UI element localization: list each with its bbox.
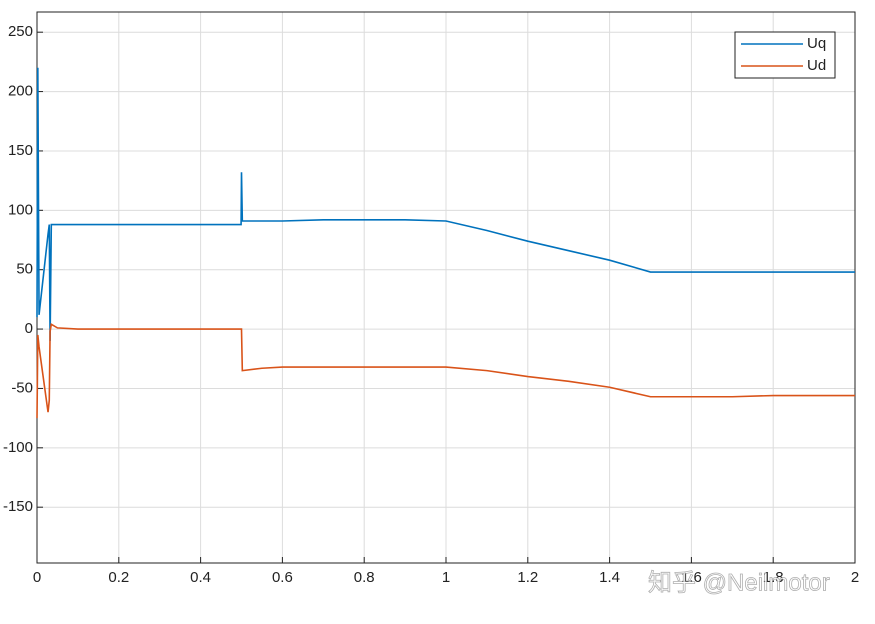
x-tick-label: 1.2 [517, 569, 538, 586]
y-tick-label: 150 [8, 142, 33, 159]
y-tick-label: -50 [11, 379, 33, 396]
legend-box [734, 31, 836, 79]
x-tick-label: 0.2 [108, 569, 129, 586]
x-tick-label: 0.6 [272, 569, 293, 586]
x-tick-label: 1.6 [681, 569, 702, 586]
y-tick-label: 100 [8, 201, 33, 218]
x-tick-label: 1.4 [599, 569, 620, 586]
y-tick-label: 0 [25, 320, 33, 337]
x-tick-label: 1 [442, 569, 450, 586]
watermark: 知乎 @Neilmotor [648, 569, 830, 596]
x-tick-label: 0.8 [354, 569, 375, 586]
x-tick-label: 1.8 [763, 569, 784, 586]
legend-label: Ud [807, 57, 826, 74]
y-tick-label: -100 [3, 439, 33, 456]
series-line [36, 323, 855, 419]
x-tick-label: 0 [33, 569, 41, 586]
x-tick-label: 0.4 [190, 569, 211, 586]
y-tick-label: -150 [3, 498, 33, 515]
legend-label: Uq [807, 35, 826, 52]
y-tick-label: 250 [8, 23, 33, 40]
x-tick-label: 2 [851, 569, 859, 586]
y-tick-label: 50 [16, 261, 33, 278]
y-tick-label: 200 [8, 83, 33, 100]
